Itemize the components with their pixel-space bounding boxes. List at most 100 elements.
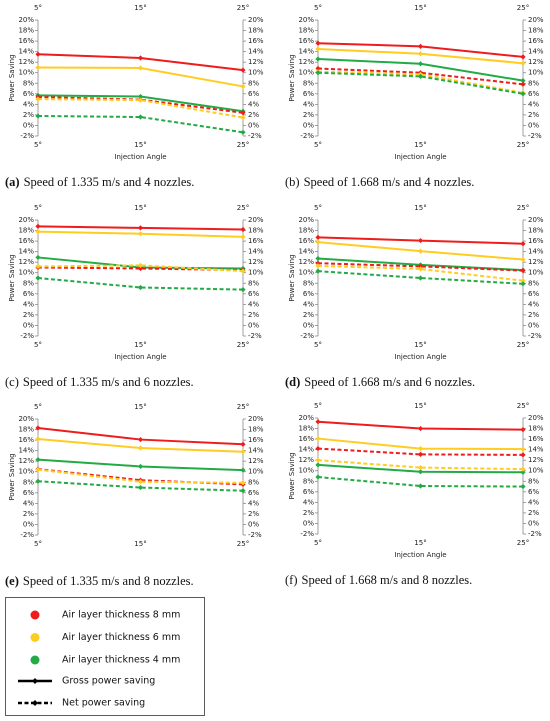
legend-marker	[32, 678, 38, 684]
series-line	[37, 277, 244, 291]
series-line	[37, 468, 244, 484]
point	[240, 129, 246, 135]
y-tick-label: 16%	[298, 435, 314, 443]
y2-tick-label: 4%	[248, 300, 259, 308]
y-tick-label: 4%	[303, 100, 314, 108]
y-tick-label: 4%	[303, 498, 314, 506]
y2-tick-label: 20%	[528, 414, 544, 422]
y2-tick-label: 4%	[528, 100, 539, 108]
x-tick-label: 25°	[237, 141, 249, 149]
series-line	[317, 67, 524, 86]
point	[520, 446, 526, 452]
point	[137, 484, 144, 491]
caption: (f) Speed of 1.668 m/s and 8 nozzles.	[285, 573, 472, 587]
x-tick-label: 15°	[134, 141, 146, 149]
y2-tick-label: -2%	[528, 132, 542, 140]
y-tick-label: 8%	[23, 279, 34, 287]
y-tick-label: 18%	[298, 27, 314, 35]
y2-tick-label: 0%	[528, 321, 539, 329]
point	[417, 73, 424, 80]
y-tick-label: 8%	[303, 279, 314, 287]
x-tick-label: 5°	[34, 341, 42, 349]
x-tick-label-top: 25°	[237, 4, 249, 12]
point	[417, 445, 424, 452]
x-tick-label: 25°	[517, 141, 529, 149]
y2-tick-label: -2%	[248, 332, 262, 340]
point	[315, 260, 321, 266]
y2-tick-label: 18%	[528, 27, 544, 35]
caption-label: (e)	[5, 574, 19, 588]
point	[417, 248, 424, 254]
y-tick-label: -2%	[20, 132, 34, 140]
point	[35, 254, 41, 261]
y-tick-label: -2%	[300, 132, 314, 140]
series-line	[37, 480, 244, 492]
point	[520, 268, 526, 274]
y2-tick-label: 16%	[528, 237, 544, 245]
y-tick-label: 14%	[18, 48, 34, 56]
legend-marker	[32, 700, 38, 706]
y-tick-label: 18%	[298, 227, 314, 235]
y2-tick-label: 0%	[248, 321, 259, 329]
point	[417, 43, 424, 49]
y2-tick-label: 10%	[248, 269, 264, 277]
y-tick-label: 8%	[303, 477, 314, 485]
y-axis-label: Power Saving	[8, 453, 16, 500]
caption-text: Speed of 1.335 m/s and 4 nozzles.	[24, 175, 195, 189]
x-tick-label-top: 5°	[314, 204, 322, 212]
y-tick-label: 8%	[23, 478, 34, 486]
y2-tick-label: 8%	[248, 279, 259, 287]
point	[240, 467, 246, 473]
x-tick-label-top: 5°	[314, 402, 322, 410]
point	[315, 239, 321, 245]
y-tick-label: 8%	[303, 79, 314, 87]
caption-text: Speed of 1.668 m/s and 6 nozzles.	[304, 375, 475, 389]
y2-tick-label: 4%	[528, 300, 539, 308]
y-tick-label: 14%	[298, 48, 314, 56]
legend-label: Air layer thickness 4 mm	[62, 655, 180, 666]
point	[35, 436, 41, 442]
y2-tick-label: 16%	[528, 435, 544, 443]
y-tick-label: 20%	[298, 216, 314, 224]
y2-tick-label: -2%	[248, 531, 262, 539]
point	[35, 478, 41, 484]
y2-tick-label: 14%	[528, 48, 544, 56]
y2-tick-label: 12%	[248, 258, 264, 266]
y-tick-label: 2%	[23, 111, 34, 119]
point	[240, 268, 246, 274]
y2-tick-label: 2%	[248, 510, 259, 518]
caption-label: (a)	[5, 175, 20, 189]
point	[240, 449, 246, 455]
y-tick-label: 2%	[303, 111, 314, 119]
legend-label: Air layer thickness 6 mm	[62, 632, 180, 643]
x-tick-label-top: 25°	[517, 402, 529, 410]
y2-tick-label: 12%	[248, 457, 264, 465]
y2-tick-label: 20%	[248, 415, 264, 423]
y-tick-label: 20%	[18, 415, 34, 423]
y2-tick-label: 14%	[528, 446, 544, 454]
y2-tick-label: 6%	[248, 489, 259, 497]
y2-tick-label: 20%	[528, 216, 544, 224]
point	[240, 67, 246, 73]
point	[315, 457, 321, 463]
series-line	[317, 476, 524, 488]
y2-tick-label: 14%	[528, 248, 544, 256]
point	[315, 70, 321, 76]
point	[35, 229, 41, 235]
x-axis-label: Injection Angle	[394, 353, 446, 361]
point	[520, 81, 526, 87]
y2-tick-label: -2%	[248, 132, 262, 140]
y2-tick-label: 10%	[248, 468, 264, 476]
y2-tick-label: 20%	[248, 216, 264, 224]
x-tick-label: 5°	[314, 141, 322, 149]
point	[417, 451, 424, 457]
y-tick-label: 18%	[18, 426, 34, 434]
x-tick-label-top: 25°	[517, 204, 529, 212]
y-tick-label: 2%	[23, 510, 34, 518]
y-tick-label: 10%	[18, 468, 34, 476]
point	[315, 65, 321, 72]
y-tick-label: 12%	[298, 58, 314, 66]
y2-tick-label: 10%	[528, 269, 544, 277]
y2-tick-label: 6%	[528, 488, 539, 496]
y2-tick-label: 14%	[248, 447, 264, 455]
